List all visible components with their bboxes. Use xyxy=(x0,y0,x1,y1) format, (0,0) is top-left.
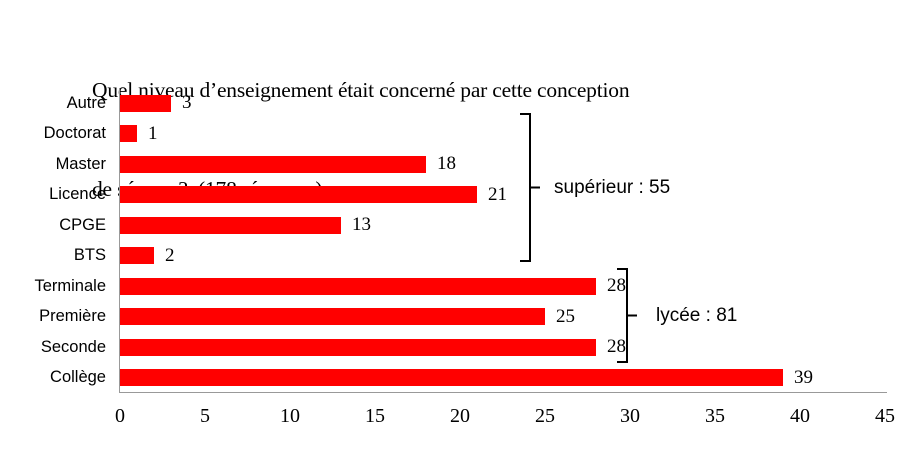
category-label-autre: Autre xyxy=(66,93,106,112)
annotation-label-superieur: supérieur : 55 xyxy=(554,176,671,198)
bar-seconde xyxy=(120,338,596,356)
category-label-terminale: Terminale xyxy=(34,276,106,295)
bar-bts xyxy=(120,247,154,265)
bar-licence xyxy=(120,186,477,204)
bar-terminale xyxy=(120,277,596,295)
x-tick-label-45: 45 xyxy=(875,405,895,427)
category-label-master: Master xyxy=(55,154,106,173)
category-label-doctorat: Doctorat xyxy=(43,124,106,143)
x-tick-label-20: 20 xyxy=(450,405,470,427)
value-label-terminale: 28 xyxy=(607,275,626,297)
bar-master xyxy=(120,155,426,173)
bar-doctorat xyxy=(120,125,137,143)
value-label-seconde: 28 xyxy=(607,336,626,358)
category-label-bts: BTS xyxy=(73,246,106,265)
bar-premiere xyxy=(120,308,545,326)
value-label-autre: 3 xyxy=(182,92,192,114)
x-tick-label-5: 5 xyxy=(200,405,210,427)
bar-cpge xyxy=(120,216,341,234)
value-label-premiere: 25 xyxy=(556,305,575,327)
value-label-cpge: 13 xyxy=(352,214,371,236)
value-label-doctorat: 1 xyxy=(148,122,158,144)
category-label-cpge: CPGE xyxy=(59,215,106,234)
category-label-licence: Licence xyxy=(49,185,106,204)
bar-autre xyxy=(120,94,171,112)
y-axis-line xyxy=(118,88,120,393)
x-tick-label-15: 15 xyxy=(365,405,385,427)
x-tick-label-40: 40 xyxy=(790,405,810,427)
value-label-bts: 2 xyxy=(165,244,175,266)
category-label-seconde: Seconde xyxy=(40,337,106,356)
x-tick-label-35: 35 xyxy=(705,405,725,427)
x-tick-label-25: 25 xyxy=(535,405,555,427)
bar-college xyxy=(120,369,783,387)
x-tick-label-30: 30 xyxy=(620,405,640,427)
value-label-college: 39 xyxy=(794,366,813,388)
category-label-premiere: Première xyxy=(39,307,106,326)
chart-title-line-1: Quel niveau d’enseignement était concern… xyxy=(92,78,630,102)
x-tick-label-10: 10 xyxy=(280,405,300,427)
value-label-master: 18 xyxy=(437,153,456,175)
category-label-college: Collège xyxy=(50,368,106,387)
annotation-label-lycee: lycée : 81 xyxy=(656,304,738,326)
x-axis-line xyxy=(118,391,887,393)
x-tick-label-0: 0 xyxy=(115,405,125,427)
value-label-licence: 21 xyxy=(488,183,507,205)
